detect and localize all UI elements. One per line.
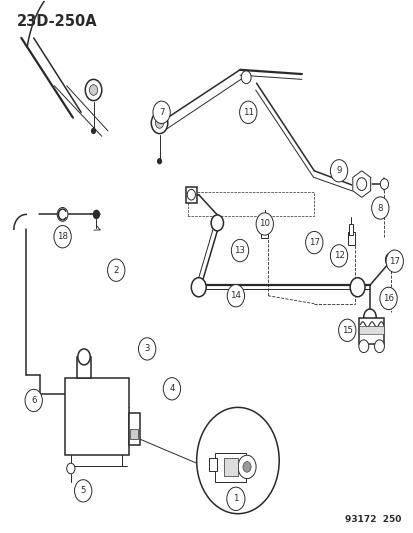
Circle shape (241, 71, 251, 84)
Bar (128, 413, 140, 445)
Circle shape (242, 462, 251, 472)
Circle shape (385, 250, 402, 272)
Circle shape (358, 340, 368, 353)
Bar (262, 216, 266, 227)
Circle shape (138, 338, 155, 360)
Circle shape (78, 349, 90, 365)
Circle shape (91, 128, 95, 134)
Circle shape (379, 287, 396, 310)
Circle shape (380, 179, 388, 189)
Text: 3: 3 (144, 344, 150, 353)
Bar (349, 224, 353, 235)
Circle shape (107, 259, 125, 281)
Circle shape (66, 463, 75, 474)
Circle shape (85, 79, 102, 101)
Bar (185, 187, 197, 203)
Circle shape (151, 112, 167, 134)
Circle shape (374, 340, 384, 353)
Bar (64, 378, 128, 455)
Circle shape (211, 215, 223, 231)
Circle shape (163, 377, 180, 400)
Circle shape (237, 455, 256, 479)
Circle shape (227, 285, 244, 307)
Text: 4: 4 (169, 384, 174, 393)
Circle shape (155, 118, 163, 128)
Bar (358, 326, 383, 334)
Circle shape (74, 480, 92, 502)
Text: 17: 17 (308, 238, 319, 247)
Text: 1: 1 (233, 494, 238, 503)
Text: 9: 9 (335, 166, 341, 175)
Circle shape (226, 487, 244, 511)
Bar (215, 453, 246, 482)
Bar (223, 458, 237, 477)
Circle shape (231, 239, 248, 262)
Circle shape (187, 189, 195, 200)
Bar (358, 318, 383, 344)
Circle shape (57, 207, 68, 221)
Text: 5: 5 (80, 486, 86, 495)
Text: 6: 6 (31, 396, 36, 405)
Polygon shape (352, 171, 370, 197)
Bar (130, 429, 138, 439)
Text: 23D-250A: 23D-250A (17, 14, 97, 29)
Circle shape (338, 319, 355, 342)
Bar (209, 458, 217, 471)
Text: 18: 18 (57, 232, 68, 241)
Circle shape (89, 85, 97, 95)
Circle shape (356, 177, 366, 190)
Circle shape (25, 389, 42, 411)
Text: 17: 17 (388, 257, 399, 265)
Text: 14: 14 (230, 291, 241, 300)
Circle shape (330, 160, 347, 182)
Bar (261, 224, 268, 238)
Text: 8: 8 (377, 204, 382, 213)
Circle shape (191, 278, 206, 297)
Text: 7: 7 (159, 108, 164, 117)
Circle shape (239, 101, 256, 124)
Bar (347, 232, 354, 245)
Circle shape (196, 407, 278, 514)
Text: 15: 15 (341, 326, 352, 335)
Text: 12: 12 (333, 252, 344, 260)
Text: 10: 10 (259, 220, 270, 229)
Text: 13: 13 (234, 246, 245, 255)
Circle shape (93, 209, 100, 219)
Circle shape (330, 245, 347, 267)
Text: 93172  250: 93172 250 (344, 515, 400, 524)
Circle shape (54, 225, 71, 248)
Text: 16: 16 (382, 294, 393, 303)
Circle shape (157, 159, 161, 164)
Text: 11: 11 (242, 108, 253, 117)
Circle shape (363, 309, 375, 325)
Circle shape (349, 278, 364, 297)
Circle shape (152, 101, 170, 124)
Circle shape (305, 231, 322, 254)
Text: 2: 2 (113, 266, 119, 274)
Circle shape (371, 197, 388, 219)
Bar (77, 357, 91, 378)
Circle shape (385, 253, 394, 266)
Circle shape (256, 213, 273, 235)
